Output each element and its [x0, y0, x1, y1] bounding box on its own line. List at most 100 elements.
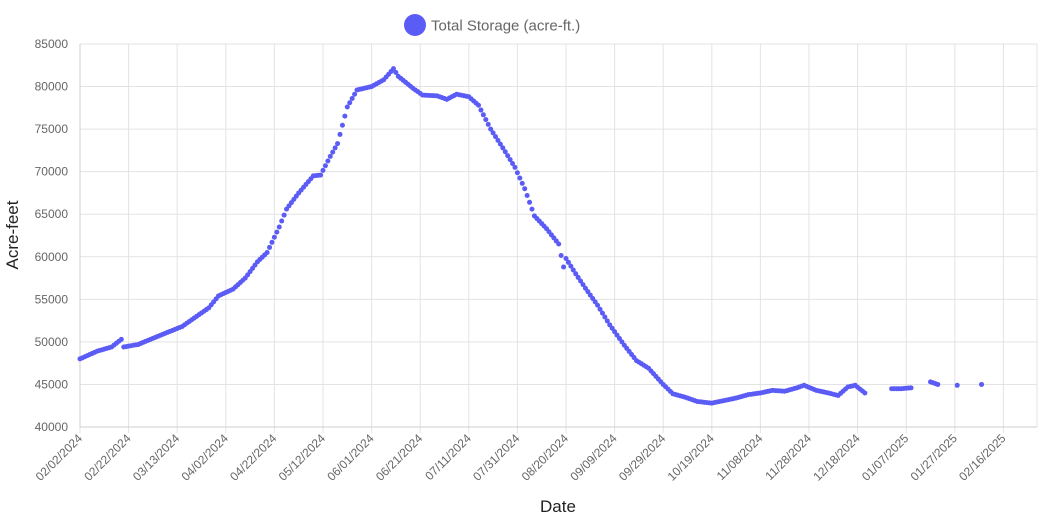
x-tick-label: 10/19/2024 [665, 431, 718, 484]
x-tick-label: 06/21/2024 [373, 431, 426, 484]
gridlines [79, 43, 1038, 433]
data-point [352, 91, 358, 97]
data-point [495, 137, 501, 143]
data-point [578, 278, 584, 284]
legend-swatch-icon [404, 14, 426, 36]
x-tick-label: 09/09/2024 [567, 431, 620, 484]
data-point [330, 149, 336, 155]
data-point [561, 264, 567, 270]
data-point [565, 259, 571, 265]
data-point [335, 141, 341, 147]
x-tick-label: 11/28/2024 [762, 431, 814, 483]
y-axis-title: Acre-feet [3, 200, 22, 269]
data-point [480, 112, 486, 118]
data-point [327, 153, 333, 159]
legend-label: Total Storage (acre-ft.) [431, 18, 580, 35]
data-point [908, 385, 914, 391]
x-tick-label: 04/22/2024 [227, 431, 280, 484]
data-point [563, 255, 569, 261]
data-point [476, 102, 482, 108]
data-point [276, 224, 282, 230]
data-point [575, 274, 581, 280]
data-point [595, 302, 601, 308]
data-point [517, 175, 523, 181]
data-point [599, 310, 605, 316]
data-point [556, 241, 562, 247]
data-point [502, 149, 508, 155]
data-point [862, 390, 868, 396]
data-points [77, 66, 985, 406]
x-tick-label: 02/16/2025 [956, 431, 1009, 484]
data-point [274, 229, 280, 235]
y-tick-label: 70000 [35, 165, 69, 179]
x-tick-label: 12/18/2024 [810, 431, 863, 484]
data-point [267, 244, 273, 250]
data-point [349, 95, 355, 101]
data-point [342, 113, 348, 119]
data-point [344, 104, 350, 110]
data-point [954, 382, 960, 388]
data-point [570, 267, 576, 273]
data-point [597, 306, 603, 312]
data-point [490, 130, 496, 136]
y-tick-label: 65000 [35, 207, 69, 221]
data-point [935, 381, 941, 387]
data-point [320, 167, 326, 173]
x-tick-label: 02/02/2024 [33, 431, 86, 484]
x-tick-label: 08/20/2024 [519, 431, 572, 484]
data-point [483, 117, 489, 123]
data-point [580, 282, 586, 288]
data-point [488, 126, 494, 132]
data-point [478, 107, 484, 113]
y-tick-label: 45000 [35, 377, 69, 391]
y-axis-ticks: 40000 45000 50000 55000 60000 65000 70000 75000… [35, 37, 69, 434]
x-tick-label: 07/31/2024 [470, 431, 523, 484]
data-point [505, 153, 511, 159]
data-point [269, 239, 275, 245]
x-axis-ticks: 02/02/202402/22/202403/13/202404/02/2024… [33, 431, 1009, 484]
data-point [514, 170, 520, 176]
data-point [507, 157, 513, 163]
x-tick-label: 07/11/2024 [422, 431, 474, 483]
y-tick-label: 60000 [35, 250, 69, 264]
data-point [485, 121, 491, 127]
y-tick-label: 55000 [35, 292, 69, 306]
data-point [318, 172, 324, 178]
data-point [347, 100, 353, 106]
data-point [604, 318, 610, 324]
data-point [493, 134, 499, 140]
data-point [279, 218, 285, 224]
x-tick-label: 04/02/2024 [179, 431, 232, 484]
data-point [281, 212, 287, 218]
y-tick-label: 75000 [35, 122, 69, 136]
x-tick-label: 05/12/2024 [276, 431, 329, 484]
data-point [558, 253, 564, 258]
data-point [332, 145, 338, 151]
data-point [118, 336, 124, 342]
data-point [497, 141, 503, 147]
data-point [529, 206, 535, 212]
x-tick-label: 01/27/2025 [908, 431, 961, 484]
data-point [322, 163, 328, 169]
data-point [510, 161, 516, 166]
x-axis-title: Date [540, 497, 576, 516]
data-point [522, 186, 528, 192]
data-point [393, 70, 399, 76]
y-tick-label: 85000 [35, 37, 69, 51]
data-point [512, 164, 518, 170]
data-point [527, 199, 533, 205]
data-point [979, 381, 985, 387]
data-point [264, 250, 270, 256]
x-tick-label: 01/07/2025 [859, 431, 912, 484]
data-point [519, 180, 525, 186]
y-tick-label: 40000 [35, 420, 69, 434]
x-tick-label: 09/29/2024 [616, 431, 669, 484]
data-point [337, 131, 343, 137]
y-tick-label: 80000 [35, 80, 69, 94]
x-tick-label: 03/13/2024 [130, 431, 183, 484]
data-point [568, 263, 574, 269]
x-tick-label: 06/01/2024 [324, 431, 377, 484]
legend[interactable]: Total Storage (acre-ft.) [404, 14, 580, 36]
x-tick-label: 02/22/2024 [81, 431, 134, 484]
